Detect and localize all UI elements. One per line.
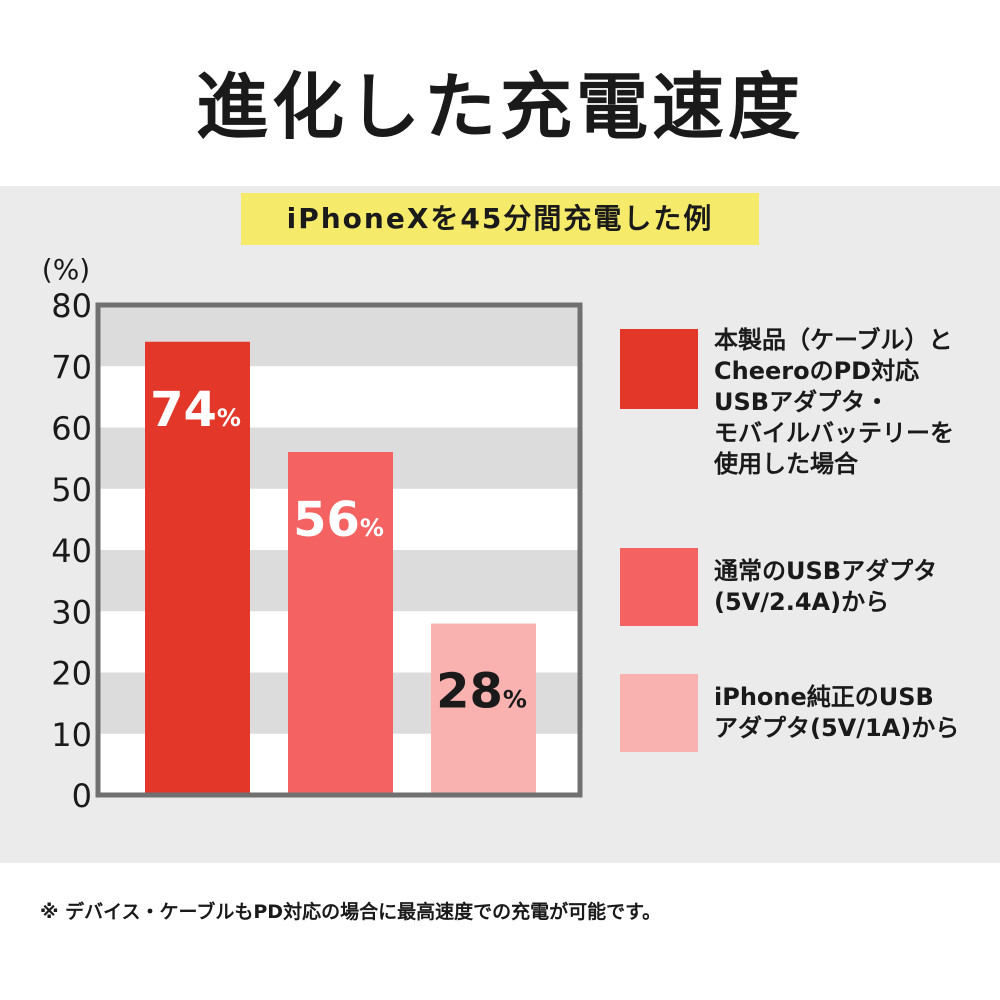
legend-label-3: iPhone純正のUSB アダプタ(5V/1A)から [714,683,960,742]
bar-2 [288,452,393,795]
bar-value-unit: % [360,514,384,542]
bar-3 [431,623,536,795]
y-tick-label: 0 [72,777,92,815]
legend-swatch-3 [620,674,698,752]
y-tick-label: 10 [51,716,92,754]
chart-subtitle: iPhoneXを45分間充電した例 [241,193,759,245]
y-tick-label: 70 [51,348,92,386]
y-unit-label: (%) [42,253,90,286]
legend-swatch-2 [620,548,698,626]
bar-value-unit: % [503,686,527,714]
legend-label-2: 通常のUSBアダプタ (5V/2.4A)から [714,557,938,616]
y-tick-label: 20 [51,655,92,693]
bar-value-number: 56 [293,492,360,548]
bar-value-unit: % [217,404,241,432]
y-tick-label: 30 [51,593,92,631]
y-tick-label: 60 [51,410,92,448]
y-tick-label: 50 [51,471,92,509]
bar-1 [145,341,250,795]
chart-title: 進化した充電速度 [195,65,804,149]
bar-value-label-1: 74% [150,382,241,438]
legend-swatch-1 [620,329,698,409]
bar-value-label-2: 56% [293,492,384,548]
plot-frame [95,302,583,798]
y-tick-label: 40 [51,532,92,570]
footnote: ※ デバイス・ケーブルもPD対応の場合に最高速度での充電が可能です。 [40,901,662,923]
legend-label-1: 本製品（ケーブル）と CheeroのPD対応 USBアダプタ・ モバイルバッテリ… [714,326,954,478]
bar-value-number: 28 [436,664,503,720]
bar-value-label-3: 28% [436,664,527,720]
y-tick-label: 80 [51,287,92,325]
bar-value-number: 74 [150,382,217,438]
